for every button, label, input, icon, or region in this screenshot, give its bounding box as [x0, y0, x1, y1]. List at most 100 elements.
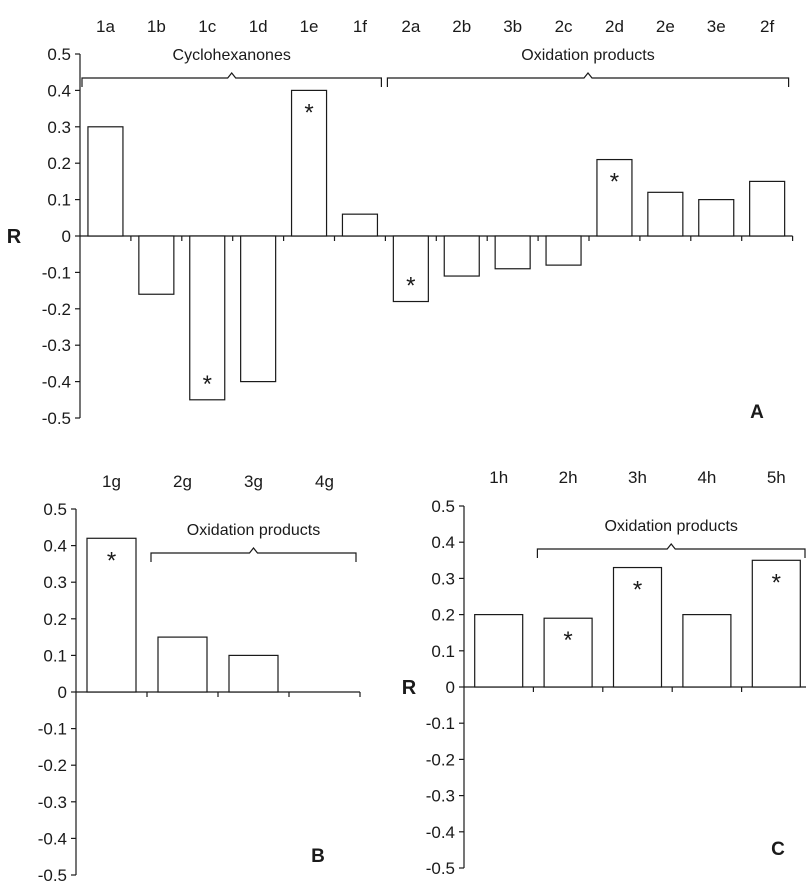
significance-marker: * — [633, 577, 642, 604]
y-tick-label: 0 — [446, 678, 455, 697]
category-label: 3e — [707, 17, 726, 36]
panel-letter: B — [311, 846, 325, 867]
y-tick-label: 0.2 — [43, 610, 67, 629]
y-tick-label: -0.1 — [38, 720, 67, 739]
y-tick-label: 0.1 — [43, 646, 67, 665]
y-tick-label: -0.2 — [38, 756, 67, 775]
category-label: 1b — [147, 17, 166, 36]
bar — [157, 636, 208, 693]
chart-panel-c: 0.5 0.4 0.3 0.2 0.1 0 -0.1 -0.2 -0.3 -0.4 -0.5 1h 2h… — [402, 468, 806, 878]
y-tick-label: 0.3 — [43, 573, 67, 592]
bar — [86, 537, 137, 693]
category-label: 3b — [503, 17, 522, 36]
y-tick-label: -0.1 — [42, 263, 71, 282]
bar — [749, 180, 786, 237]
y-tick-label: 0.5 — [43, 500, 67, 519]
category-label: 5h — [767, 468, 786, 487]
bar — [474, 613, 524, 688]
y-tick-label: -0.2 — [426, 750, 455, 769]
y-tick-label: 0.3 — [431, 569, 455, 588]
category-label: 1a — [96, 17, 115, 36]
group-bracket — [150, 547, 357, 562]
category-label: 2g — [173, 472, 192, 491]
chart-panel-a: 0.5 0.4 0.3 0.2 0.1 0 -0.1 -0.2 -0.3 -0.4 -0.5 1a 1b… — [7, 17, 794, 428]
category-label: 2b — [452, 17, 471, 36]
chart-panel-b: 0.5 0.4 0.3 0.2 0.1 0 -0.1 -0.2 -0.3 -0.4 -0.5 1g * 2… — [38, 472, 361, 883]
category-label: 2h — [559, 468, 578, 487]
category-label: 2a — [401, 17, 420, 36]
group-label: Oxidation products — [187, 522, 320, 539]
y-tick-label: -0.5 — [42, 409, 71, 428]
panel-letter: C — [771, 839, 785, 860]
y-tick-label: 0.1 — [47, 191, 71, 210]
category-label: 1g — [102, 472, 121, 491]
category-label: 1h — [489, 468, 508, 487]
bar — [682, 613, 732, 688]
category-label: 4h — [697, 468, 716, 487]
significance-marker: * — [563, 627, 572, 654]
y-tick-label: -0.3 — [38, 793, 67, 812]
y-tick-label: -0.1 — [426, 714, 455, 733]
y-tick-label: 0.5 — [47, 45, 71, 64]
y-tick-label: -0.4 — [38, 829, 67, 848]
bar — [543, 617, 593, 688]
bar — [290, 89, 328, 237]
category-label: 1c — [198, 17, 216, 36]
category-label: 2c — [555, 17, 573, 36]
bar — [138, 235, 175, 295]
y-tick-label: -0.4 — [426, 823, 455, 842]
bar — [240, 235, 277, 383]
panel-letter: A — [750, 402, 764, 423]
category-label: 2f — [760, 17, 774, 36]
y-tick-label: -0.4 — [42, 373, 71, 392]
bar — [341, 213, 379, 237]
bar — [612, 566, 663, 688]
group-bracket — [386, 72, 790, 87]
category-label: 1f — [353, 17, 367, 36]
significance-marker: * — [772, 569, 781, 596]
bar — [443, 235, 480, 277]
category-label: 3h — [628, 468, 647, 487]
y-tick-label: -0.3 — [426, 787, 455, 806]
y-tick-label: 0.2 — [47, 154, 71, 173]
y-tick-label: 0.4 — [47, 81, 71, 100]
group-label: Cyclohexanones — [173, 47, 291, 64]
bar — [189, 235, 226, 401]
y-tick-label: -0.5 — [426, 859, 455, 878]
category-label: 1d — [249, 17, 268, 36]
group-bracket — [81, 72, 382, 87]
bar — [647, 191, 684, 237]
significance-marker: * — [406, 273, 415, 300]
bar — [228, 654, 279, 693]
group-bracket — [536, 543, 806, 558]
y-tick-label: 0.3 — [47, 118, 71, 137]
bar — [751, 559, 801, 688]
y-tick-label: 0.2 — [431, 606, 455, 625]
y-tick-label: 0 — [62, 227, 71, 246]
category-label: 3g — [244, 472, 263, 491]
significance-marker: * — [203, 371, 212, 398]
category-label: 2e — [656, 17, 675, 36]
y-axis-title: R — [402, 677, 417, 699]
significance-marker: * — [107, 547, 116, 574]
y-tick-label: -0.2 — [42, 300, 71, 319]
y-tick-label: -0.3 — [42, 336, 71, 355]
y-tick-label: 0.1 — [431, 642, 455, 661]
y-axis-title: R — [7, 226, 22, 248]
y-tick-label: -0.5 — [38, 866, 67, 883]
bar — [545, 235, 582, 266]
category-label: 2d — [605, 17, 624, 36]
bar — [494, 235, 531, 270]
category-label: 1e — [300, 17, 319, 36]
group-label: Oxidation products — [521, 47, 654, 64]
bar — [596, 158, 633, 237]
y-tick-label: 0.4 — [43, 537, 67, 556]
bar — [392, 235, 429, 303]
category-label: 4g — [315, 472, 334, 491]
y-tick-label: 0.4 — [431, 533, 455, 552]
bar — [698, 199, 735, 237]
significance-marker: * — [610, 169, 619, 196]
significance-marker: * — [304, 99, 313, 126]
y-tick-label: 0 — [58, 683, 67, 702]
